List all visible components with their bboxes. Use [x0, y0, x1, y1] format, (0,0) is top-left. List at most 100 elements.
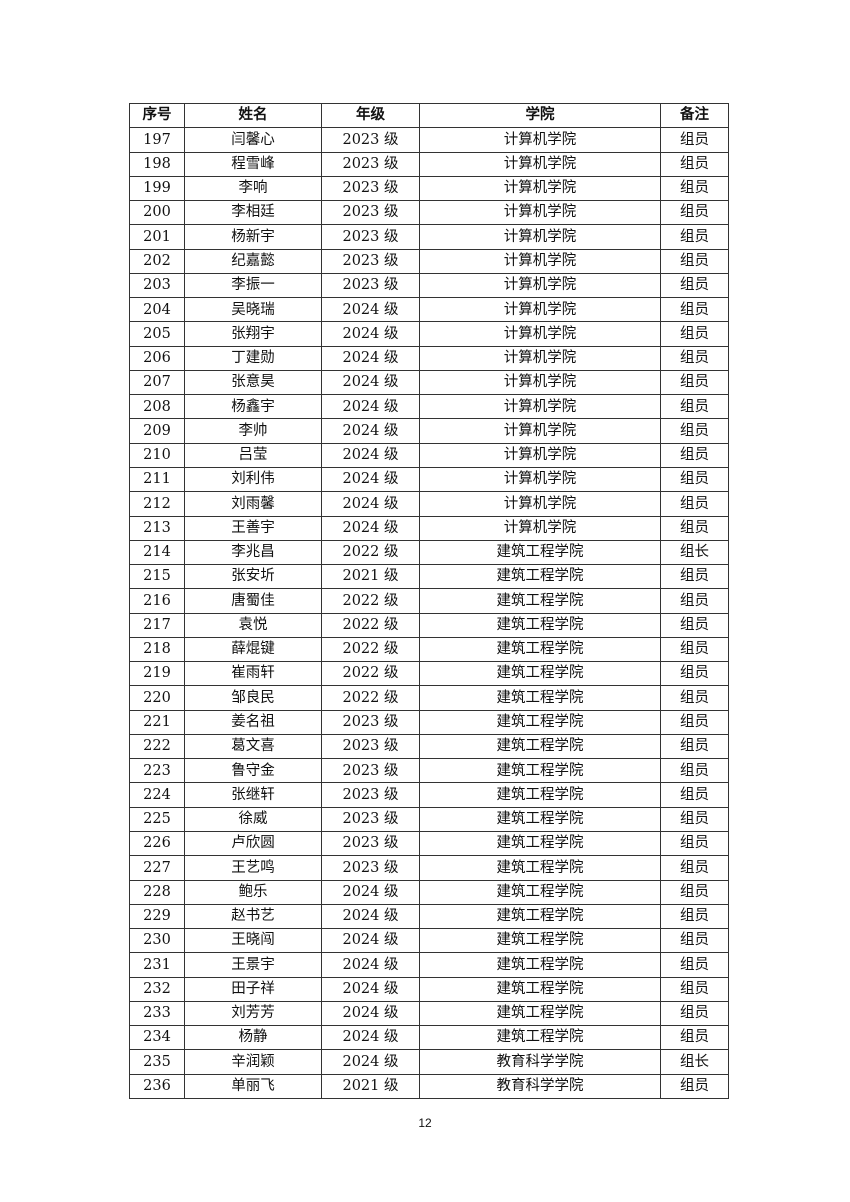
table-row: 216 唐蜀佳 2022 级建筑工程学院 组员 [129, 588, 729, 614]
cell-name: 杨鑫宇 [184, 394, 322, 420]
cell-index: 220 [129, 685, 185, 711]
cell-remark: 组员 [660, 806, 729, 832]
cell-grade: 2024 级 [321, 491, 420, 517]
cell-remark: 组员 [660, 418, 729, 444]
cell-college: 计算机学院 [419, 224, 661, 250]
cell-college: 建筑工程学院 [419, 855, 661, 881]
cell-name: 刘利伟 [184, 466, 322, 493]
cell-index: 232 [129, 976, 185, 1002]
cell-remark: 组员 [660, 369, 729, 396]
cell-name: 吕莹 [184, 442, 322, 468]
table-row: 233 刘芳芳 2024 级建筑工程学院 组员 [129, 1000, 729, 1027]
cell-name: 杨新宇 [184, 224, 322, 250]
cell-college: 建筑工程学院 [419, 952, 661, 978]
table-row: 213 王善宇 2024 级计算机学院 组员 [129, 515, 729, 541]
header-remark: 备注 [660, 102, 729, 129]
cell-name: 王艺鸣 [184, 855, 322, 881]
cell-remark: 组员 [660, 685, 729, 711]
table-row: 227 王艺鸣 2023 级建筑工程学院 组员 [129, 855, 729, 881]
cell-grade: 2023 级 [321, 709, 420, 735]
cell-college: 计算机学院 [419, 272, 661, 299]
cell-college: 计算机学院 [419, 321, 661, 347]
cell-name: 姜名祖 [184, 709, 322, 735]
cell-college: 计算机学院 [419, 345, 661, 371]
cell-name: 丁建勋 [184, 345, 322, 371]
cell-remark: 组员 [660, 394, 729, 420]
cell-index: 226 [129, 830, 185, 857]
cell-name: 李相廷 [184, 200, 322, 226]
table-row: 236 单丽飞 2021 级教育科学学院 组员 [129, 1073, 729, 1099]
cell-index: 201 [129, 224, 185, 250]
cell-name: 王景宇 [184, 952, 322, 978]
cell-grade: 2024 级 [321, 321, 420, 347]
cell-grade: 2022 级 [321, 636, 420, 663]
cell-college: 建筑工程学院 [419, 903, 661, 930]
cell-index: 203 [129, 272, 185, 299]
cell-name: 单丽飞 [184, 1073, 322, 1099]
cell-name: 卢欣圆 [184, 830, 322, 857]
cell-grade: 2022 级 [321, 612, 420, 638]
cell-college: 计算机学院 [419, 151, 661, 177]
cell-grade: 2023 级 [321, 733, 420, 760]
cell-remark: 组员 [660, 151, 729, 177]
cell-index: 218 [129, 636, 185, 663]
cell-remark: 组员 [660, 175, 729, 202]
table-row: 209 李帅 2024 级计算机学院 组员 [129, 418, 729, 444]
table-row: 224 张继轩 2023 级建筑工程学院 组员 [129, 782, 729, 808]
cell-index: 225 [129, 806, 185, 832]
cell-grade: 2023 级 [321, 758, 420, 784]
cell-name: 崔雨轩 [184, 661, 322, 687]
cell-grade: 2022 级 [321, 539, 420, 566]
cell-index: 214 [129, 539, 185, 566]
cell-college: 建筑工程学院 [419, 928, 661, 954]
cell-grade: 2023 级 [321, 272, 420, 299]
cell-college: 建筑工程学院 [419, 661, 661, 687]
cell-index: 198 [129, 151, 185, 177]
table-row: 235 辛润颖 2024 级教育科学学院 组长 [129, 1049, 729, 1075]
table-row: 203 李振一 2023 级计算机学院 组员 [129, 272, 729, 299]
cell-college: 建筑工程学院 [419, 588, 661, 614]
cell-name: 邹良民 [184, 685, 322, 711]
cell-index: 224 [129, 782, 185, 808]
cell-college: 建筑工程学院 [419, 539, 661, 566]
cell-grade: 2023 级 [321, 855, 420, 881]
cell-college: 建筑工程学院 [419, 733, 661, 760]
cell-name: 李帅 [184, 418, 322, 444]
cell-index: 229 [129, 903, 185, 930]
cell-college: 计算机学院 [419, 248, 661, 274]
cell-name: 刘雨馨 [184, 491, 322, 517]
cell-index: 216 [129, 588, 185, 614]
cell-name: 徐威 [184, 806, 322, 832]
cell-college: 计算机学院 [419, 369, 661, 396]
cell-grade: 2024 级 [321, 297, 420, 323]
cell-remark: 组员 [660, 297, 729, 323]
cell-college: 计算机学院 [419, 127, 661, 153]
cell-index: 199 [129, 175, 185, 202]
cell-index: 213 [129, 515, 185, 541]
table-row: 201 杨新宇 2023 级计算机学院 组员 [129, 224, 729, 250]
cell-remark: 组员 [660, 224, 729, 250]
cell-grade: 2023 级 [321, 224, 420, 250]
cell-grade: 2024 级 [321, 903, 420, 930]
cell-grade: 2023 级 [321, 151, 420, 177]
cell-index: 221 [129, 709, 185, 735]
cell-college: 建筑工程学院 [419, 612, 661, 638]
cell-college: 计算机学院 [419, 442, 661, 468]
cell-index: 235 [129, 1049, 185, 1075]
cell-college: 计算机学院 [419, 515, 661, 541]
cell-grade: 2022 级 [321, 588, 420, 614]
cell-remark: 组员 [660, 636, 729, 663]
cell-remark: 组员 [660, 612, 729, 638]
table-row: 231 王景宇 2024 级建筑工程学院 组员 [129, 952, 729, 978]
cell-grade: 2022 级 [321, 661, 420, 687]
cell-grade: 2024 级 [321, 1049, 420, 1075]
cell-remark: 组长 [660, 539, 729, 566]
cell-index: 223 [129, 758, 185, 784]
cell-name: 杨静 [184, 1025, 322, 1051]
cell-name: 李振一 [184, 272, 322, 299]
table-row: 214 李兆昌 2022 级建筑工程学院 组长 [129, 539, 729, 566]
cell-index: 209 [129, 418, 185, 444]
cell-college: 教育科学学院 [419, 1073, 661, 1099]
table-row: 222 葛文喜 2023 级建筑工程学院 组员 [129, 733, 729, 760]
cell-index: 206 [129, 345, 185, 371]
